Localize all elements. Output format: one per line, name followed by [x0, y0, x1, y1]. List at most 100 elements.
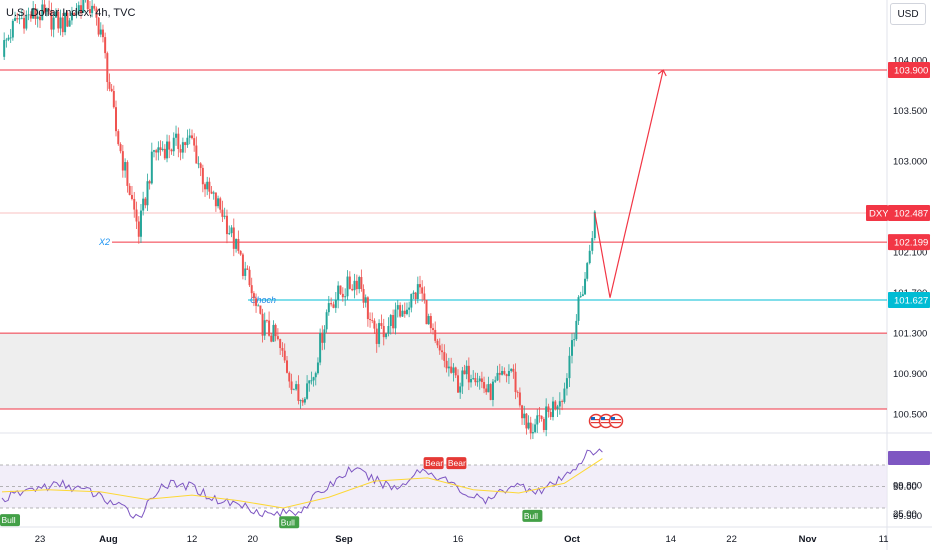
candle-body — [228, 233, 231, 235]
candle-body — [362, 288, 365, 303]
candle-body — [155, 150, 158, 153]
candle-body — [480, 378, 483, 383]
candle-body — [301, 400, 304, 403]
candle-body — [9, 37, 12, 39]
candle-body — [303, 398, 306, 403]
candle-body — [470, 379, 473, 383]
candle-body — [467, 365, 470, 383]
candle-body — [261, 313, 264, 336]
candle-body — [159, 147, 162, 150]
flag-stripe — [601, 419, 611, 421]
candle-body — [239, 250, 242, 255]
candle-body — [59, 17, 62, 29]
candle-body — [52, 17, 55, 30]
price-tag-103-900: 103.900 — [894, 66, 928, 77]
candle-body — [117, 131, 120, 145]
candle-body — [316, 362, 319, 374]
candle-body — [70, 12, 73, 21]
candle-body — [104, 37, 107, 54]
symbol-tag-label: DXY — [869, 208, 889, 219]
flag-stripe — [601, 422, 611, 424]
us-event-flag-icon[interactable] — [608, 413, 624, 429]
price-tag-102-199: 102.199 — [894, 238, 928, 249]
candle-body — [177, 133, 180, 150]
candle-body — [556, 406, 559, 410]
candle-body — [290, 381, 293, 390]
flag-stripe — [611, 419, 621, 421]
candle-body — [358, 277, 361, 290]
candle-body — [441, 350, 444, 353]
candle-body — [64, 12, 67, 33]
rsi-signal-bear: Bear — [425, 458, 443, 468]
candle-body — [487, 384, 490, 393]
candle-body — [369, 319, 372, 321]
candle-body — [399, 305, 402, 317]
candle-body — [115, 107, 117, 132]
candle-body — [99, 29, 102, 35]
currency-button[interactable]: USD — [890, 3, 926, 25]
candle-body — [246, 268, 249, 270]
candle-body — [144, 198, 147, 206]
time-axis-tick: 20 — [248, 534, 259, 545]
price-axis-tick: 99.500 — [893, 511, 922, 522]
candle-body — [438, 345, 441, 351]
candle-body — [565, 378, 568, 389]
candle-body — [538, 415, 541, 417]
candle-body — [50, 10, 53, 30]
candle-body — [527, 422, 530, 429]
candle-body — [474, 378, 477, 383]
candle-body — [321, 332, 324, 343]
candle-body — [161, 148, 164, 150]
candle-body — [41, 4, 44, 21]
candle-body — [274, 324, 277, 337]
candle-body — [232, 227, 235, 249]
candle-body — [121, 151, 124, 171]
candle-body — [371, 320, 374, 321]
candle-body — [591, 238, 594, 251]
candle-body — [584, 278, 587, 295]
candle-body — [23, 17, 26, 29]
candle-body — [375, 328, 378, 344]
candle-body — [288, 372, 291, 382]
candle-body — [447, 366, 450, 369]
candle-body — [133, 198, 136, 210]
candle-body — [270, 335, 273, 342]
candle-body — [36, 16, 39, 19]
price-axis-tick: 103.500 — [893, 106, 927, 117]
candle-body — [360, 277, 363, 289]
candle-body — [193, 138, 196, 146]
price-axis-tick: 100.500 — [893, 410, 927, 421]
candle-body — [225, 215, 228, 235]
candle-body — [396, 305, 399, 310]
candle-body — [45, 9, 48, 12]
candle-body — [170, 149, 173, 152]
flag-stripe — [591, 422, 601, 424]
price-tag-103-900-bg — [888, 62, 930, 78]
candle-body — [518, 392, 521, 406]
candle-body — [410, 293, 413, 308]
candle-body — [510, 368, 513, 372]
candle-body — [73, 12, 76, 15]
candle-body — [586, 263, 589, 279]
candle-body — [364, 297, 367, 303]
candle-body — [255, 298, 258, 306]
candle-body — [563, 388, 566, 402]
candle-body — [61, 17, 64, 33]
candle-body — [48, 9, 51, 11]
candle-body — [531, 432, 534, 434]
price-axis-tick: 102.100 — [893, 248, 927, 259]
candle-body — [112, 91, 115, 108]
candle-body — [88, 9, 91, 14]
candle-body — [191, 135, 193, 139]
candle-body — [501, 371, 504, 375]
price-axis-tick: 100.900 — [893, 369, 927, 380]
candle-body — [295, 384, 298, 390]
candle-body — [179, 149, 182, 153]
candle-body — [525, 413, 528, 429]
candle-body — [552, 401, 554, 418]
candle-body — [66, 12, 69, 27]
level-annotation-choch: Choch — [250, 295, 276, 305]
candle-body — [252, 293, 255, 299]
candle-body — [429, 316, 432, 329]
